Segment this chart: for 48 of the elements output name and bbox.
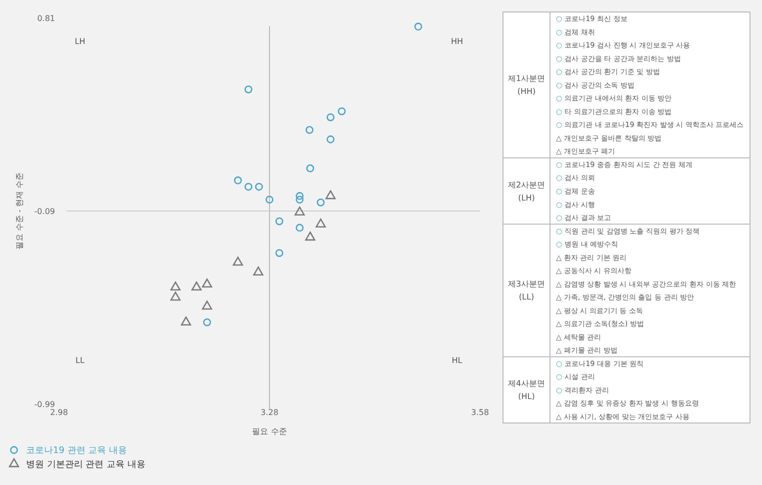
point [316,198,325,206]
point [294,206,305,216]
point [202,278,212,288]
point [338,107,346,116]
x-tick-label: 3.28 [260,408,278,417]
point [326,113,334,122]
point [191,282,202,291]
annotation: LL [76,356,85,365]
point [316,218,326,228]
point [170,282,181,291]
legend-label: 코로나19 관련 교육 내용 [26,446,128,456]
point [244,85,252,94]
y-axis-title: 필요 수준 - 현재 수준 [15,172,24,250]
point [275,217,284,226]
annotation: HL [452,356,463,365]
y-tick-label: -0.09 [34,206,55,216]
text: 제4사분면 (HL) [508,379,546,402]
y-tick-label: 0.81 [37,14,55,23]
y-tick-label: -0.99 [34,400,55,409]
point [326,135,334,144]
point [306,126,314,134]
point [305,232,316,241]
point [306,164,314,172]
annotation: HH [450,36,464,46]
point [202,300,212,310]
point [414,22,422,31]
point [325,190,336,200]
annotation: LH [74,36,86,46]
x-tick-label: 2.98 [50,408,68,417]
point [296,196,304,204]
x-axis-title: 필요 수준 [252,427,287,436]
point [180,316,192,326]
point [203,318,211,326]
point [296,224,304,232]
text: 제1사분면 (HH) [508,74,546,96]
point [234,176,242,184]
x-tick-label: 3.58 [471,408,489,417]
point [170,292,181,301]
point [275,249,284,257]
point [253,266,264,276]
point [266,196,274,204]
text: 제2사분면 (LH) [508,180,546,202]
point [255,182,263,191]
point [244,182,252,191]
text: 제3사분면 (LL) [508,280,546,302]
point [232,256,244,266]
legend-label: 병원 기본관리 관련 교육 내용 [26,460,146,470]
point [296,192,304,200]
